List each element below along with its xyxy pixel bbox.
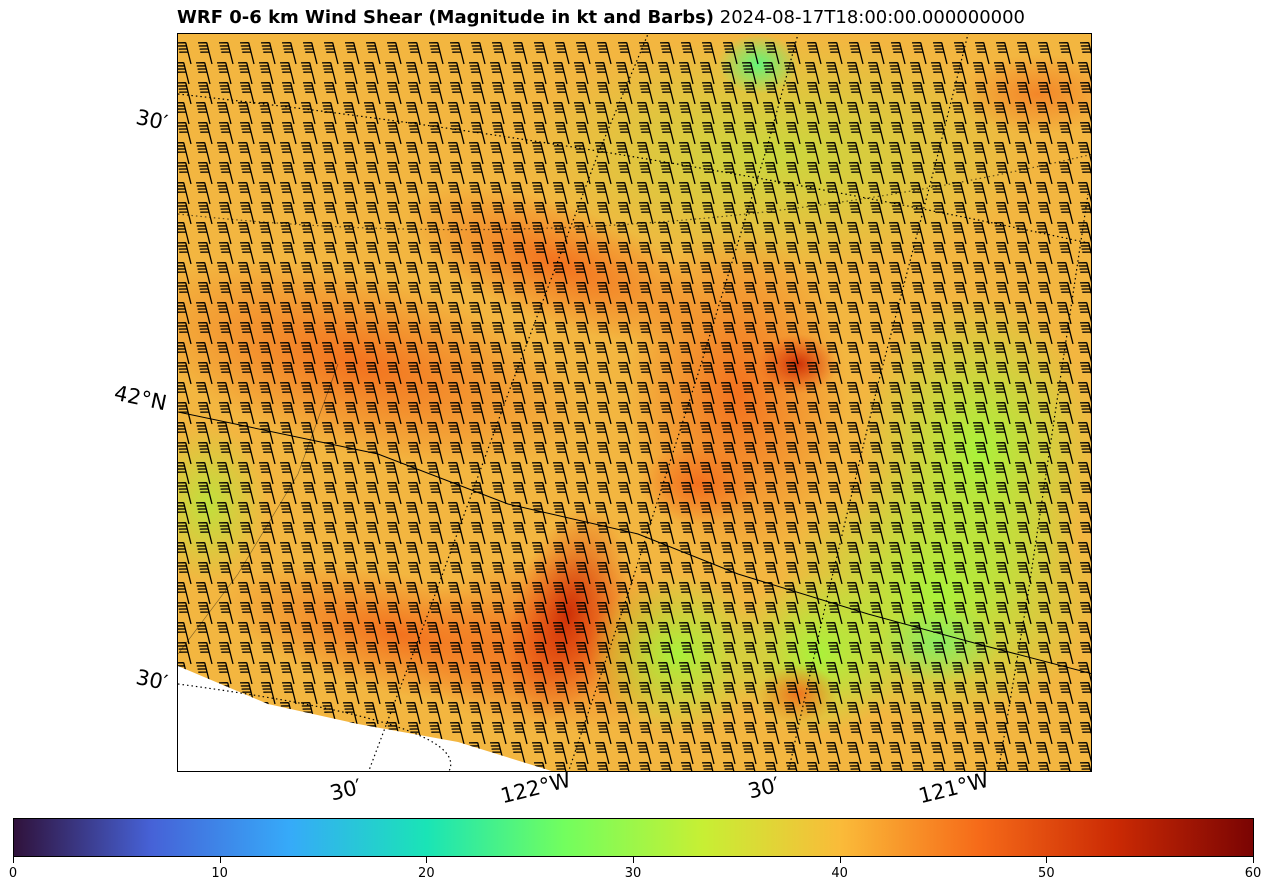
chart-title: WRF 0-6 km Wind Shear (Magnitude in kt a… [177,7,1025,28]
colorbar-tick-label: 0 [8,866,18,881]
title-main: WRF 0-6 km Wind Shear (Magnitude in kt a… [177,7,715,28]
lon-label-121w: 121°W [916,767,992,809]
state-borders [178,363,1091,674]
shear-magnitude-field [178,34,1091,771]
wind-barbs [178,42,1091,771]
colorbar-tick-mark [1253,857,1254,863]
colorbar-tick-label: 40 [831,866,848,881]
colorbar-tick-label: 30 [624,866,642,881]
barb-strokes [178,42,1091,771]
colorbar-tick-mark [633,857,634,863]
colorbar-tick-mark [839,857,841,863]
map-gridlines [178,34,1091,771]
colorbar-tick-mark [1046,857,1048,863]
lon-label-122w: 122°W [498,767,574,809]
colorbar-tick-label: 10 [211,866,228,881]
lat-label-top: 30′ [133,104,170,136]
colorbar-tick-mark [13,857,14,863]
wind-shear-map[interactable] [177,33,1092,772]
title-time: 2024-08-17T18:00:00.000000000 [719,7,1026,28]
colorbar [13,818,1254,857]
colorbar-tick-label: 60 [1244,866,1262,881]
lon-label-1: 30′ [327,774,364,806]
colorbar-tick-mark [426,857,428,863]
colorbar-tick-label: 50 [1038,866,1055,881]
map-canvas [178,34,1091,771]
lat-label-42n: 42°N [112,380,169,416]
lat-label-bottom: 30′ [133,664,170,696]
colorbar-tick-mark [219,857,221,863]
colorbar-tick-label: 20 [418,866,435,881]
lon-label-3: 30′ [745,772,782,804]
